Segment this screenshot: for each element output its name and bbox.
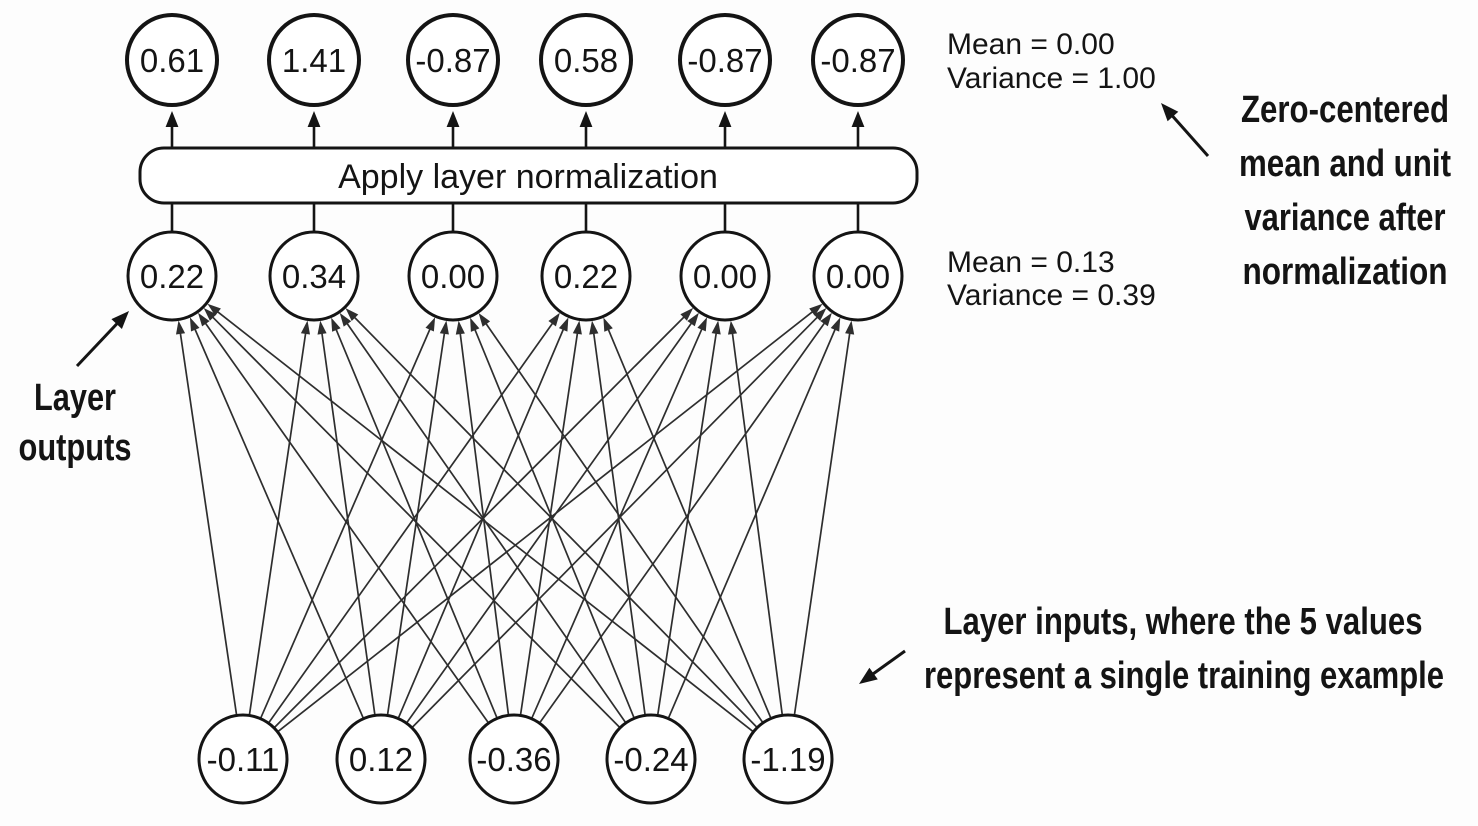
svg-text:0.00: 0.00: [421, 258, 485, 295]
svg-text:-0.87: -0.87: [415, 42, 490, 79]
svg-text:variance after: variance after: [1245, 197, 1446, 239]
svg-text:-0.24: -0.24: [613, 741, 688, 778]
svg-text:-0.87: -0.87: [820, 42, 895, 79]
svg-text:outputs: outputs: [19, 427, 132, 469]
svg-text:-1.19: -1.19: [750, 741, 825, 778]
svg-text:Variance = 0.39: Variance = 0.39: [947, 279, 1156, 312]
svg-text:-0.11: -0.11: [207, 741, 280, 778]
svg-text:Zero-centered: Zero-centered: [1241, 89, 1449, 131]
svg-text:0.00: 0.00: [693, 258, 757, 295]
svg-text:0.22: 0.22: [140, 258, 204, 295]
svg-text:represent a single training ex: represent a single training example: [924, 655, 1444, 697]
svg-text:mean and unit: mean and unit: [1239, 143, 1451, 185]
svg-text:0.61: 0.61: [140, 42, 204, 79]
svg-text:0.12: 0.12: [349, 741, 413, 778]
svg-text:Mean = 0.00: Mean = 0.00: [947, 28, 1115, 61]
svg-text:Mean = 0.13: Mean = 0.13: [947, 246, 1115, 279]
svg-text:Layer inputs, where the 5 valu: Layer inputs, where the 5 values: [944, 601, 1423, 643]
svg-text:0.34: 0.34: [282, 258, 346, 295]
svg-text:0.22: 0.22: [554, 258, 618, 295]
svg-text:Layer: Layer: [34, 377, 116, 419]
svg-text:0.00: 0.00: [826, 258, 890, 295]
svg-text:0.58: 0.58: [554, 42, 618, 79]
svg-text:-0.87: -0.87: [687, 42, 762, 79]
svg-text:Apply layer normalization: Apply layer normalization: [338, 158, 718, 196]
svg-text:-0.36: -0.36: [476, 741, 551, 778]
svg-text:normalization: normalization: [1243, 251, 1448, 293]
svg-text:Variance = 1.00: Variance = 1.00: [947, 62, 1156, 95]
svg-text:1.41: 1.41: [282, 42, 346, 79]
